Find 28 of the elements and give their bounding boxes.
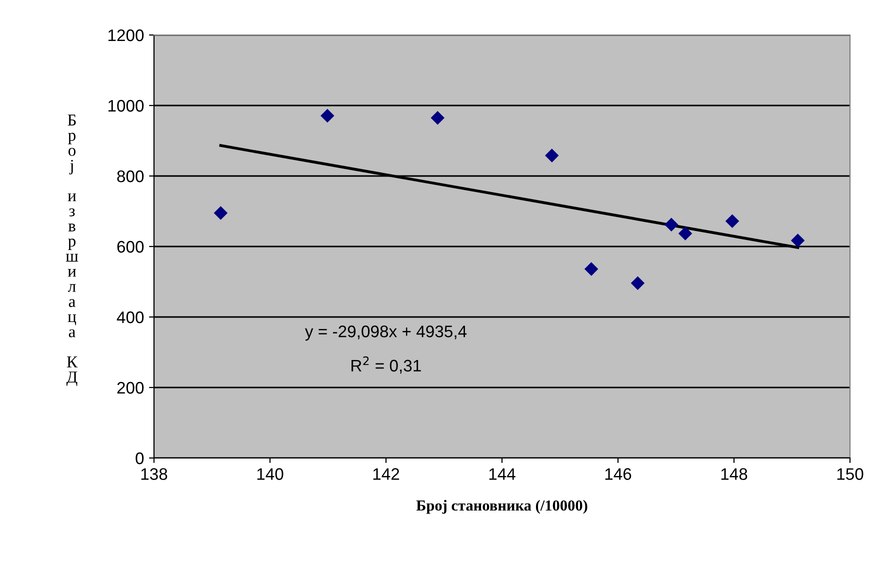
annotation: R$^{2}$ = 0,31 — [352, 356, 421, 374]
text: Број извршилаца КД — [66, 114, 78, 386]
point — [320, 109, 334, 122]
x-tick-label: 150 — [837, 468, 864, 480]
x-tick-label: 138 — [141, 468, 168, 480]
y-tick-label: 200 — [117, 382, 144, 394]
y-tick-label: 0 — [136, 452, 144, 464]
x-tick-label: 148 — [721, 468, 748, 480]
point — [726, 214, 739, 228]
x-tick-label: 144 — [489, 468, 516, 480]
point — [431, 111, 444, 124]
x-tick-label: 140 — [257, 468, 284, 480]
y-tick-label: 1200 — [108, 29, 144, 42]
point — [631, 276, 644, 290]
point — [214, 206, 228, 220]
x-tick-label: 146 — [605, 468, 632, 480]
x-axis-title: Број становника (/10000) — [416, 500, 588, 514]
x-tick-label: 142 — [373, 468, 400, 480]
point — [791, 234, 804, 248]
point — [584, 262, 598, 276]
y-tick-label: 600 — [117, 240, 144, 253]
y-tick-label: 1000 — [108, 100, 144, 112]
point — [678, 226, 692, 240]
point — [664, 218, 678, 232]
y-tick-label: 800 — [117, 170, 144, 182]
annotation: y = -29,098x + 4935,4 — [304, 326, 467, 341]
y-tick-label: 400 — [116, 311, 144, 324]
point — [545, 148, 558, 162]
